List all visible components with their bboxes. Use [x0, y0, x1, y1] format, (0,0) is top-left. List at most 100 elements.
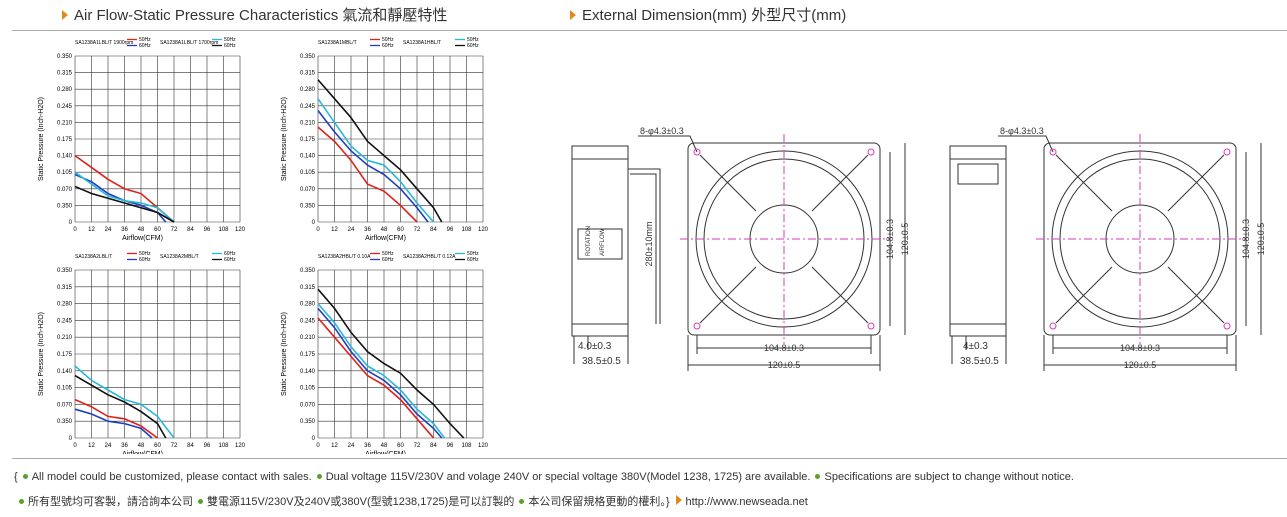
hole: [693, 322, 701, 330]
divider: [12, 30, 1287, 31]
series-line: [317, 303, 446, 439]
dim-label: 8-φ4.3±0.3: [1000, 126, 1044, 136]
y-tick-label: 0.140: [300, 369, 316, 375]
y-tick-label: 0.070: [300, 402, 316, 408]
y-tick-label: 0: [69, 220, 73, 226]
y-tick-label: 0.280: [57, 87, 73, 93]
y-tick-label: 0.140: [300, 154, 316, 160]
y-tick-label: 0: [312, 436, 316, 442]
x-axis-label: Airflow(CFM): [122, 451, 163, 454]
y-tick-label: 0.315: [300, 71, 316, 77]
legend-label: 50Hz: [467, 251, 479, 257]
y-tick-label: 0.315: [57, 71, 73, 77]
footer-text: 雙電源115V/230V及240V或380V(型號1238,1725)是可以訂製…: [207, 496, 515, 508]
dim-label: 120±0.5: [900, 223, 910, 255]
footer-text: 本公司保留規格更動的權利。}: [528, 496, 670, 508]
legend-model: SA1238A2MBL/T: [160, 254, 199, 260]
footer-line: 所有型號均可客製，請洽詢本公司 雙電源115V/230V及240V或380V(型號…: [14, 493, 808, 509]
x-tick-label: 108: [461, 227, 472, 233]
dim-label: 120±0.5: [1124, 360, 1156, 370]
y-tick-label: 0.350: [57, 54, 73, 60]
x-tick-label: 24: [105, 227, 112, 233]
arrow-icon: [570, 10, 576, 20]
footer-text: All model could be customized, please co…: [31, 471, 312, 483]
y-tick-label: 0.175: [57, 137, 73, 143]
bullet: [316, 474, 322, 479]
legend-label: 60Hz: [467, 43, 479, 49]
series-line: [74, 374, 167, 439]
legend-label: 50Hz: [139, 251, 151, 257]
dim-label: 120±0.5: [768, 360, 800, 370]
y-tick-label: 0.105: [300, 386, 316, 392]
series-line: [317, 126, 418, 223]
y-tick-label: 0.070: [57, 187, 73, 193]
x-tick-label: 48: [138, 227, 145, 233]
arrow-icon: [675, 495, 682, 505]
x-tick-label: 96: [204, 227, 211, 233]
y-tick-label: 0.210: [57, 335, 73, 341]
y-tick-label: 0.070: [57, 402, 73, 408]
hole: [867, 148, 875, 156]
x-tick-label: 60: [397, 443, 404, 449]
x-tick-label: 48: [381, 443, 388, 449]
y-tick-label: 0.280: [300, 87, 316, 93]
x-tick-label: 60: [397, 227, 404, 233]
legend-model: SA1238A1HBL/T: [403, 40, 441, 46]
x-tick-label: 72: [171, 443, 178, 449]
dim-label: 280±10mm: [644, 222, 654, 267]
series-line: [317, 288, 465, 439]
y-tick-label: 0.245: [57, 318, 73, 324]
x-tick-label: 108: [218, 443, 229, 449]
bullet: [198, 499, 203, 504]
footer-text: 所有型號均可客製，請洽詢本公司: [28, 496, 193, 508]
label-text: ROTATION: [586, 226, 592, 256]
series-line: [74, 365, 175, 439]
x-tick-label: 84: [187, 227, 194, 233]
footer-text: Specifications are subject to change wit…: [824, 471, 1074, 483]
hole: [867, 322, 875, 330]
x-tick-label: 96: [447, 443, 454, 449]
hole: [1049, 322, 1057, 330]
y-tick-label: 0.210: [300, 335, 316, 341]
footer-text: {: [14, 471, 18, 483]
x-tick-label: 84: [430, 443, 437, 449]
x-tick-label: 12: [331, 443, 338, 449]
hole: [1049, 148, 1057, 156]
legend-label: 60Hz: [139, 43, 151, 49]
dim-label: 38.5±0.5: [582, 356, 621, 367]
x-tick-label: 12: [88, 227, 95, 233]
side-view: [571, 145, 629, 337]
legend-model: SA1238A2HBL/T 0.12A: [403, 254, 456, 260]
x-tick-label: 72: [414, 227, 421, 233]
side-view: [949, 145, 1007, 337]
hole: [1223, 148, 1231, 156]
footer-text: Dual voltage 115V/230V and volage 240V o…: [325, 471, 811, 483]
bullet: [519, 499, 525, 504]
x-axis-label: Airflow(CFM): [122, 235, 163, 242]
legend-model: SA1238A1LBL/T 1900rpm: [75, 40, 133, 46]
leader: [638, 135, 698, 153]
series-line: [74, 171, 175, 223]
y-tick-label: 0.315: [300, 285, 316, 291]
terminal: [957, 163, 999, 185]
x-tick-label: 72: [171, 227, 178, 233]
bullet: [19, 499, 24, 504]
legend-label: 60Hz: [467, 257, 479, 263]
legend-label: 50Hz: [224, 37, 236, 43]
dim-label: 4.0±0.3: [578, 341, 612, 352]
legend-label: 60Hz: [382, 257, 394, 263]
hole: [693, 148, 701, 156]
y-tick-label: 0.315: [57, 285, 73, 291]
bullet: [22, 474, 28, 479]
dimension-drawing: 8-φ4.3±0.3 8-φ4.3±0.3 280±10mm ROTATION …: [571, 126, 1266, 371]
y-tick-label: 0.350: [300, 54, 316, 60]
series-line: [317, 317, 435, 439]
legend-label: 50Hz: [467, 37, 479, 43]
footer-line: { All model could be customized, please c…: [14, 471, 1074, 483]
x-tick-label: 96: [447, 227, 454, 233]
x-tick-label: 120: [235, 227, 246, 233]
legend-model: SA1238A1MBL/T: [318, 40, 357, 46]
legend-model: SA1238A2LBL/T: [75, 254, 112, 260]
series-line: [74, 408, 153, 439]
y-axis-label: Static Pressure (Inch-H2O): [281, 312, 288, 396]
